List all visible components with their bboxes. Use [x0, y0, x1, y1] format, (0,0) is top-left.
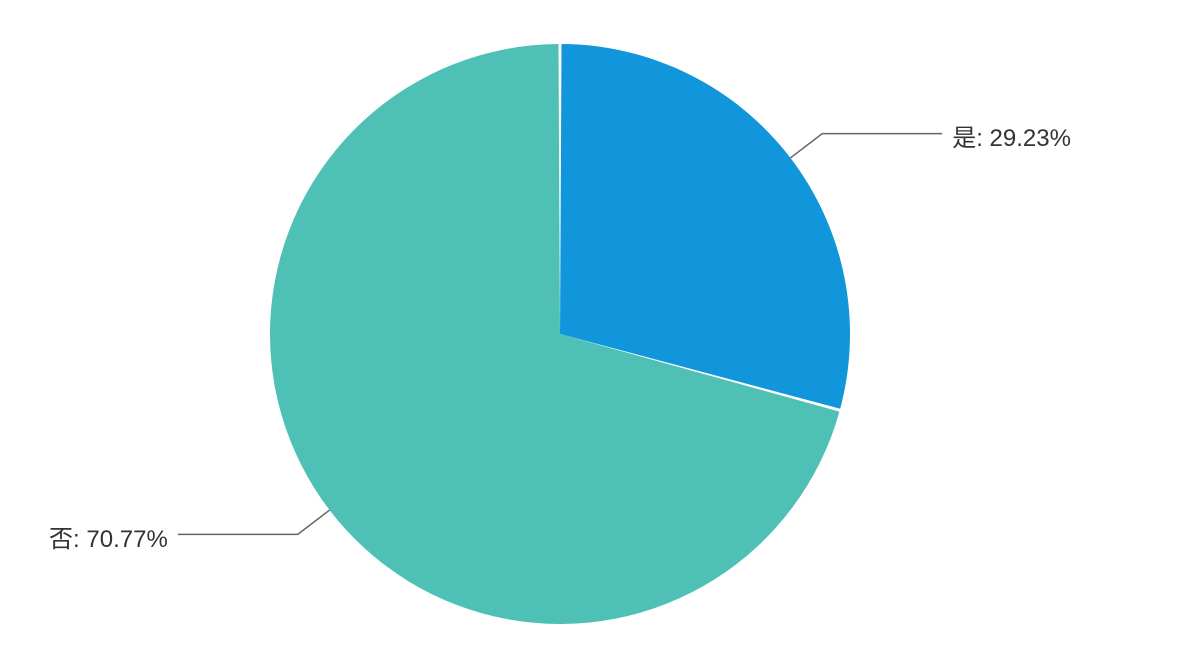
- callout-label-yes: 是: 29.23%: [952, 118, 1071, 153]
- pie-svg: [0, 0, 1200, 668]
- callout-value: 70.77%: [86, 526, 167, 553]
- callout-name: 是: [952, 125, 976, 152]
- callout-leader-no: [178, 510, 330, 534]
- pie-chart: 是: 29.23% 否: 70.77%: [0, 0, 1200, 668]
- callout-leader-yes: [790, 134, 942, 158]
- callout-separator: :: [73, 526, 86, 553]
- callout-label-no: 否: 70.77%: [49, 519, 168, 554]
- callout-value: 29.23%: [990, 125, 1071, 152]
- callout-name: 否: [49, 526, 73, 553]
- callout-separator: :: [976, 125, 989, 152]
